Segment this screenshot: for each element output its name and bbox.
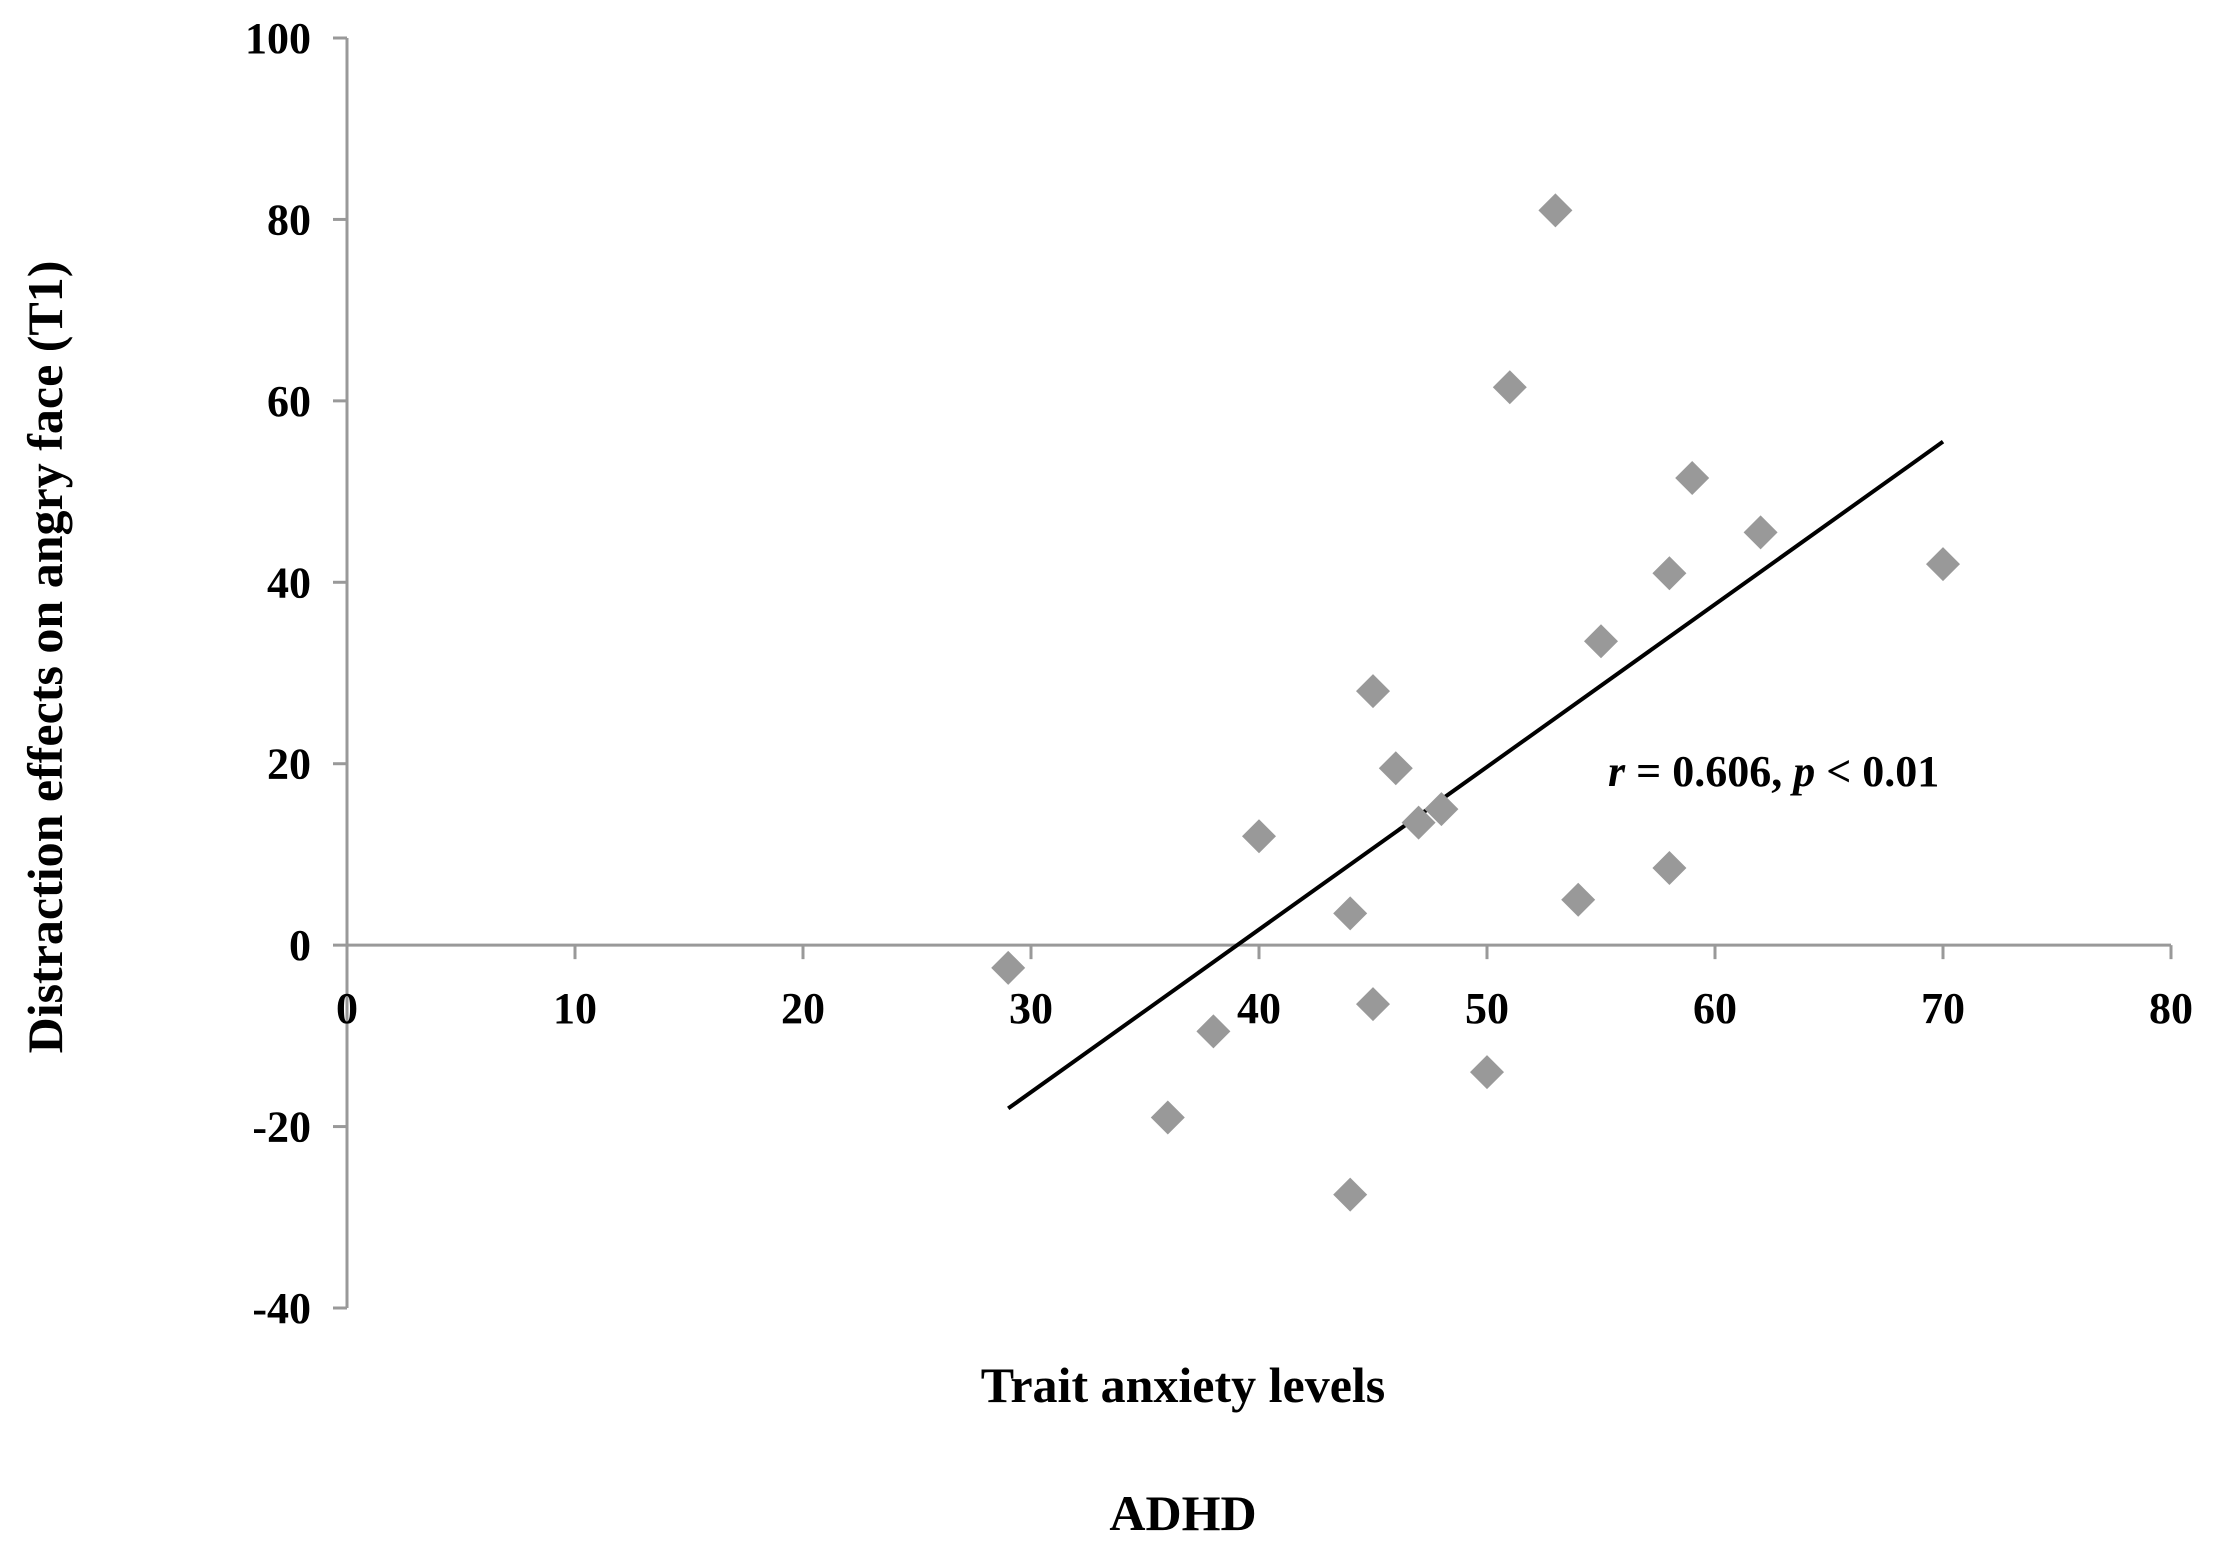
y-tick-label: 0 [289, 921, 311, 970]
p-symbol: p [1789, 747, 1815, 796]
data-point [1356, 674, 1390, 709]
p-value: < 0.01 [1815, 747, 1939, 796]
data-point [991, 950, 1026, 985]
data-point [1378, 751, 1413, 786]
x-tick-label: 40 [1237, 984, 1281, 1033]
axes [333, 36, 2173, 1310]
data-point [1333, 896, 1368, 931]
x-tick-label: 0 [336, 984, 358, 1033]
x-tick-label: 20 [781, 984, 825, 1033]
x-axis-title: Trait anxiety levels [981, 1357, 1386, 1413]
data-point [1743, 515, 1778, 550]
data-point [1470, 1055, 1504, 1090]
data-points [991, 193, 1960, 1212]
x-tick-label: 70 [1921, 984, 1965, 1033]
trendline-group [1007, 440, 1945, 1111]
y-tick-label: -40 [252, 1284, 311, 1333]
data-point [1492, 370, 1527, 405]
data-point [1652, 556, 1687, 591]
y-tick-label: 40 [267, 558, 311, 607]
data-point [1424, 792, 1459, 827]
y-tick-label: 60 [267, 377, 311, 426]
tick-labels: -40 -20 0 20 40 60 80 100 0 10 20 30 40 50 60 70 80 [245, 14, 2193, 1333]
y-tick-label: 80 [267, 195, 311, 244]
r-value: = 0.606, [1625, 747, 1793, 796]
data-point [1196, 1014, 1231, 1049]
data-point [1926, 547, 1960, 582]
data-point [1538, 193, 1573, 228]
correlation-annotation: r = 0.606, p < 0.01 [1608, 747, 1939, 796]
data-point [1561, 882, 1596, 917]
chart-subtitle: ADHD [1109, 1485, 1256, 1541]
r-symbol: r [1608, 747, 1626, 796]
x-tick-label: 80 [2149, 984, 2193, 1033]
x-tick-label: 30 [1009, 984, 1053, 1033]
data-point [1150, 1100, 1185, 1135]
data-point [1356, 987, 1390, 1022]
x-tick-label: 50 [1465, 984, 1509, 1033]
x-tick-label: 60 [1693, 984, 1737, 1033]
y-tick-label: 100 [245, 14, 311, 63]
data-point [1652, 851, 1687, 886]
x-tick-label: 10 [553, 984, 597, 1033]
data-point [1333, 1177, 1368, 1212]
y-axis-title: Distraction effects on angry face (T1) [17, 261, 73, 1054]
data-point [1401, 805, 1436, 840]
data-point [1584, 624, 1618, 659]
data-point [1242, 819, 1276, 854]
y-tick-label: -20 [252, 1103, 311, 1152]
data-point [1675, 460, 1710, 495]
y-tick-label: 20 [267, 740, 311, 789]
trendline [1007, 440, 1945, 1111]
